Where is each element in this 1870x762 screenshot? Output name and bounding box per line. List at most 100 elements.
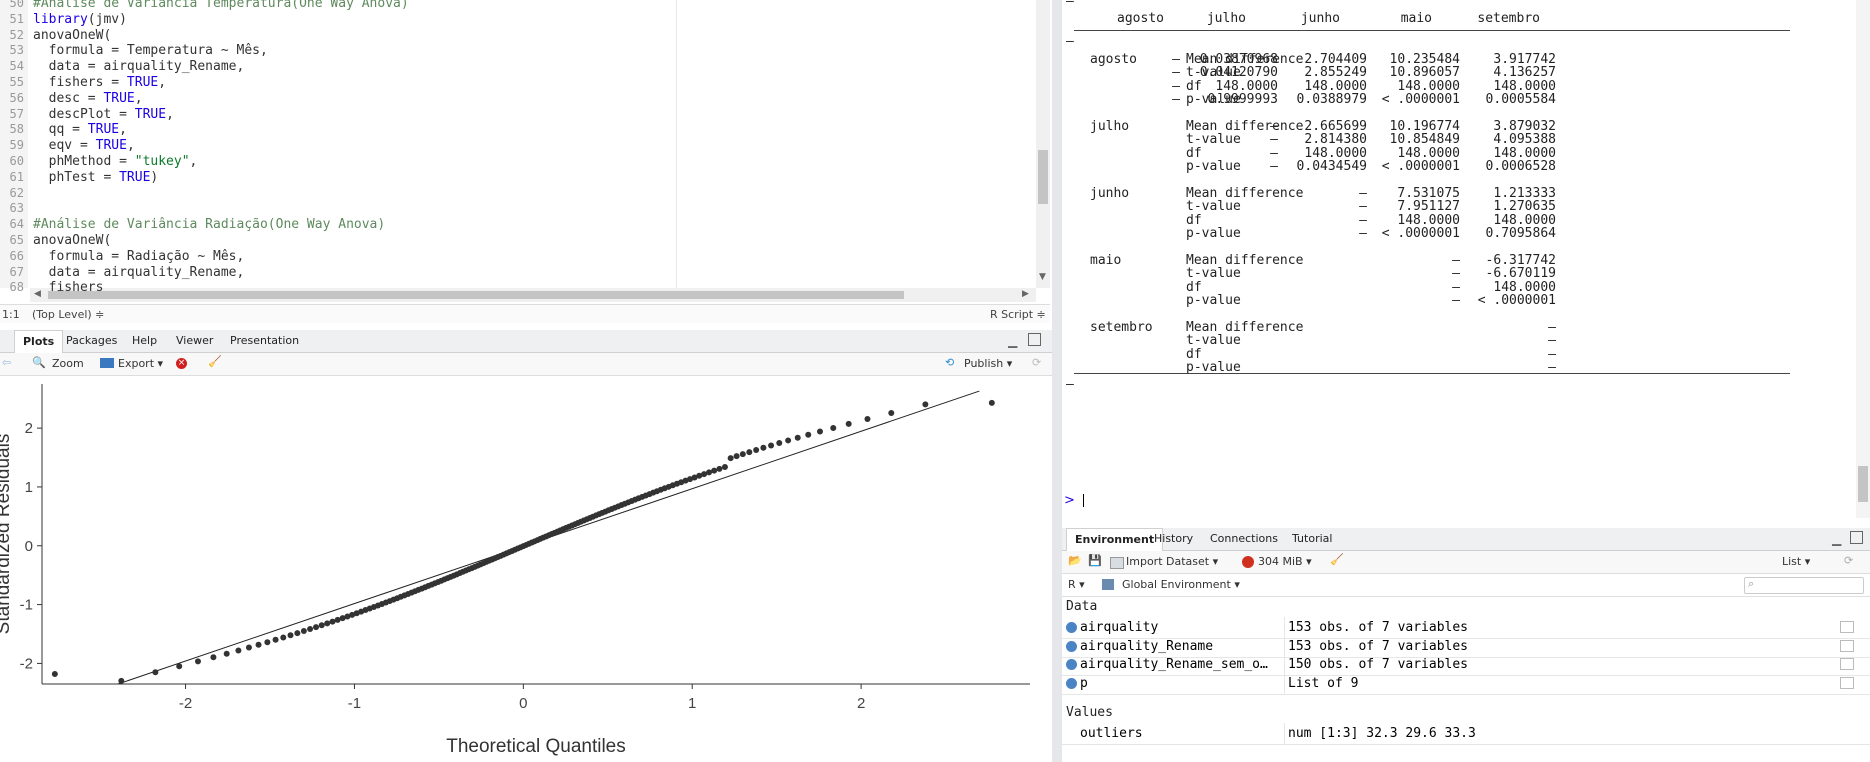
- code-line[interactable]: anovaOneW(: [33, 28, 111, 43]
- code-line[interactable]: fishers: [33, 280, 104, 295]
- editor-horizontal-scrollbar[interactable]: ◀ ▶: [30, 288, 1036, 302]
- env-var-value: num [1:3] 32.3 29.6 33.3: [1288, 726, 1476, 741]
- env-row[interactable]: airquality 153 obs. of 7 variables: [1062, 617, 1870, 639]
- scroll-right-arrow-icon[interactable]: ▶: [1022, 289, 1029, 299]
- line-number: 50: [9, 0, 24, 10]
- editor-vscroll-thumb[interactable]: [1038, 150, 1048, 204]
- inspect-icon[interactable]: [1840, 676, 1854, 689]
- zoom-button[interactable]: Zoom: [52, 357, 84, 370]
- code-line[interactable]: #Análise de Variância Radiação(One Way A…: [33, 217, 385, 232]
- residual-point: [727, 455, 734, 462]
- residual-point: [334, 616, 341, 623]
- scope-selector[interactable]: (Top Level) ≑: [32, 308, 105, 321]
- back-arrow-icon[interactable]: ⇦: [2, 356, 12, 369]
- expand-icon[interactable]: [1066, 640, 1077, 652]
- stat-value: 3.879032: [1493, 119, 1556, 134]
- tab-viewer[interactable]: Viewer: [176, 334, 214, 347]
- tab-history[interactable]: History: [1154, 532, 1194, 545]
- console-prompt[interactable]: >: [1064, 493, 1085, 508]
- pane-splitter[interactable]: [1052, 0, 1062, 762]
- expand-icon[interactable]: [1066, 677, 1077, 689]
- env-row[interactable]: airquality_Rename_sem_o… 150 obs. of 7 va…: [1062, 654, 1870, 677]
- tab-plots[interactable]: Plots: [14, 330, 64, 353]
- memory-usage-button[interactable]: 304 MiB ▾: [1258, 555, 1312, 568]
- tab-tutorial[interactable]: Tutorial: [1292, 532, 1333, 545]
- refresh-icon[interactable]: ⟳: [1032, 356, 1042, 369]
- stat-value: —: [1172, 92, 1180, 108]
- code-line[interactable]: qq = TRUE,: [33, 122, 127, 137]
- column-header: junho: [1300, 11, 1340, 26]
- code-line[interactable]: descPlot = TRUE,: [33, 107, 174, 122]
- x-axis-title: Theoretical Quantiles: [446, 736, 626, 757]
- code-line[interactable]: phTest = TRUE): [33, 170, 159, 185]
- env-minimize-icon[interactable]: ▁: [1832, 532, 1842, 546]
- expand-icon[interactable]: [1066, 659, 1077, 671]
- line-number: 58: [9, 122, 24, 137]
- env-row[interactable]: p List of 9: [1062, 672, 1870, 695]
- language-selector[interactable]: R ▾: [1068, 578, 1085, 591]
- code-line[interactable]: formula = Temperatura ~ Mês,: [33, 43, 268, 58]
- code-line[interactable]: fishers = TRUE,: [33, 75, 166, 90]
- broom-icon[interactable]: 🧹: [208, 355, 222, 368]
- open-folder-icon[interactable]: 📂: [1068, 554, 1082, 567]
- env-row[interactable]: outliers num [1:3] 32.3 29.6 33.3: [1062, 723, 1870, 745]
- column-header: setembro: [1477, 11, 1540, 26]
- env-refresh-icon[interactable]: ⟳: [1844, 554, 1854, 567]
- export-button[interactable]: Export ▾: [118, 357, 164, 370]
- file-type-selector[interactable]: R Script ≑: [990, 308, 1046, 321]
- code-line[interactable]: anovaOneW(: [33, 233, 111, 248]
- stat-label: t-value: [1186, 65, 1241, 81]
- y-tick-label: 0: [25, 538, 33, 555]
- tab-connections[interactable]: Connections: [1210, 532, 1278, 545]
- code-line[interactable]: library(jmv): [33, 12, 127, 27]
- residual-point: [794, 434, 801, 441]
- code-keyword: TRUE: [95, 138, 127, 154]
- env-maximize-icon[interactable]: [1850, 531, 1863, 544]
- view-grid-icon[interactable]: [1840, 658, 1854, 671]
- code-line[interactable]: data = airquality_Rename,: [33, 265, 245, 280]
- clear-workspace-icon[interactable]: 🧹: [1330, 553, 1344, 566]
- env-row[interactable]: airquality_Rename 153 obs. of 7 variables: [1062, 635, 1870, 658]
- save-icon[interactable]: 💾: [1088, 554, 1102, 567]
- source-editor[interactable]: ▼ ◀ ▶ 1:1 (Top Level) ≑ R Script ≑ 50 #An…: [0, 0, 1060, 323]
- expand-icon[interactable]: [1066, 622, 1077, 633]
- console-scroll-thumb[interactable]: [1858, 466, 1868, 502]
- maximize-icon[interactable]: [1028, 333, 1041, 346]
- tab-environment[interactable]: Environment: [1066, 528, 1164, 551]
- code-line[interactable]: formula = Radiação ~ Mês,: [33, 249, 245, 264]
- group-label: setembro: [1090, 320, 1153, 335]
- residual-point: [152, 669, 159, 676]
- stat-value: 148.0000: [1304, 145, 1367, 161]
- environment-selector[interactable]: Global Environment ▾: [1122, 578, 1240, 591]
- code-line[interactable]: phMethod = "tukey",: [33, 154, 198, 169]
- editor-hscroll-thumb[interactable]: [48, 291, 904, 299]
- editor-vertical-scrollbar[interactable]: ▼: [1036, 0, 1050, 288]
- code-line[interactable]: desc = TRUE,: [33, 91, 143, 106]
- minimize-icon[interactable]: ▁: [1008, 334, 1018, 348]
- list-view-button[interactable]: List ▾: [1782, 555, 1811, 568]
- console-pane[interactable]: — agosto julho junho maio setembro — agosto Mean…: [1062, 0, 1870, 518]
- scroll-left-arrow-icon[interactable]: ◀: [34, 289, 41, 299]
- code-line[interactable]: data = airquality_Rename,: [33, 59, 245, 74]
- remove-plot-icon[interactable]: ×: [176, 358, 187, 369]
- column-divider: [1284, 654, 1285, 676]
- line-number: 54: [9, 59, 24, 74]
- stat-value: —: [1359, 199, 1367, 215]
- import-dataset-button[interactable]: Import Dataset ▾: [1126, 555, 1219, 568]
- tab-packages[interactable]: Packages: [66, 334, 118, 347]
- tab-presentation[interactable]: Presentation: [230, 334, 300, 347]
- code-line[interactable]: eqv = TRUE,: [33, 138, 135, 153]
- console-scrollbar[interactable]: [1856, 0, 1870, 518]
- view-grid-icon[interactable]: [1840, 621, 1854, 633]
- publish-button[interactable]: Publish ▾: [964, 357, 1013, 370]
- stat-value: —: [1270, 145, 1278, 161]
- stat-value: 0.0388979: [1296, 92, 1367, 108]
- table-rule-mark: —: [1066, 34, 1074, 49]
- view-grid-icon[interactable]: [1840, 639, 1854, 652]
- scroll-down-arrow-icon[interactable]: ▼: [1039, 272, 1046, 282]
- tab-help[interactable]: Help: [132, 334, 158, 347]
- code-line[interactable]: #Análise de Variância Temperatura(One Wa…: [33, 0, 409, 11]
- env-search-input[interactable]: ⌕: [1744, 577, 1864, 594]
- line-number: 59: [9, 138, 24, 153]
- stat-value: 148.0000: [1304, 78, 1367, 94]
